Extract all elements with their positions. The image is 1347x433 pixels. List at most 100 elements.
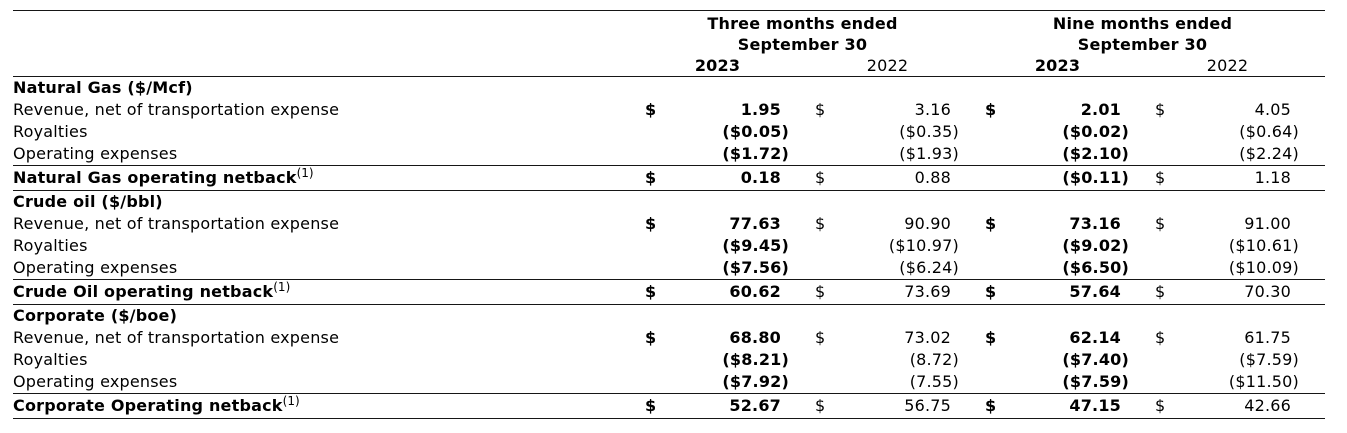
- value-9m-2022: ($10.09): [1228, 258, 1299, 277]
- currency-symbol: [645, 349, 667, 371]
- currency-symbol: [645, 121, 667, 143]
- value-9m-2023: 57.64: [1069, 282, 1121, 301]
- value-9m-2023: ($7.40): [1062, 350, 1129, 369]
- currency-symbol: $: [985, 328, 997, 347]
- currency-symbol: [815, 121, 837, 143]
- row-label: Operating expenses: [13, 144, 178, 163]
- value-9m-2023: 73.16: [1069, 214, 1121, 233]
- value-9m-2022: 4.05: [1254, 100, 1291, 119]
- value-3m-2022: 73.69: [904, 282, 951, 301]
- horizontal-rule: [13, 393, 1325, 394]
- currency-symbol: $: [815, 282, 826, 301]
- value-9m-2023: ($9.02): [1062, 236, 1129, 255]
- row-label: Revenue, net of transportation expense: [13, 100, 340, 119]
- currency-symbol: $: [1155, 396, 1166, 415]
- value-3m-2022: (7.55): [909, 372, 959, 391]
- value-9m-2022: 61.75: [1244, 328, 1291, 347]
- total-row-natural-gas-netback: Natural Gas operating netback(1) $ 0.18 …: [13, 166, 1325, 190]
- data-row-crude-oil-operating-expenses: Operating expenses ($7.56) ($6.24) ($6.5…: [13, 257, 1325, 279]
- data-row-crude-oil-revenue: Revenue, net of transportation expense $…: [13, 213, 1325, 235]
- currency-symbol: [985, 257, 1007, 279]
- year-header-row: 2023 2022 2023 2022: [13, 55, 1325, 76]
- currency-symbol: $: [645, 168, 657, 187]
- row-label: Royalties: [13, 122, 88, 141]
- value-9m-2022: 91.00: [1244, 214, 1291, 233]
- currency-symbol: $: [645, 100, 657, 119]
- total-label-text: Crude Oil operating netback: [13, 282, 274, 301]
- value-9m-2022: ($11.50): [1228, 372, 1299, 391]
- value-3m-2023: 77.63: [729, 214, 781, 233]
- value-9m-2023: ($0.02): [1062, 122, 1129, 141]
- currency-symbol: $: [815, 396, 826, 415]
- value-3m-2023: ($8.21): [722, 350, 789, 369]
- currency-symbol: $: [645, 282, 657, 301]
- currency-symbol: [645, 143, 667, 165]
- value-3m-2023: ($9.45): [722, 236, 789, 255]
- currency-symbol: [815, 257, 837, 279]
- horizontal-rule: [13, 10, 1325, 11]
- currency-symbol: [645, 371, 667, 393]
- section-label: Crude oil ($/bbl): [13, 192, 163, 211]
- row-label: Revenue, net of transportation expense: [13, 328, 340, 347]
- value-3m-2022: ($10.97): [888, 236, 959, 255]
- value-9m-2022: 1.18: [1254, 168, 1291, 187]
- value-3m-2022: 0.88: [914, 168, 951, 187]
- row-label: Natural Gas operating netback(1): [13, 166, 645, 190]
- currency-symbol: [1155, 371, 1177, 393]
- netback-table: Three months ended September 30 Nine mon…: [13, 10, 1325, 419]
- row-label: Crude Oil operating netback(1): [13, 280, 645, 304]
- year-header-3m-2023: 2023: [694, 56, 741, 75]
- currency-symbol: $: [815, 100, 826, 119]
- currency-symbol: [985, 235, 1007, 257]
- year-header-9m-2022: 2022: [1206, 56, 1249, 75]
- currency-symbol: [645, 257, 667, 279]
- currency-symbol: $: [815, 328, 826, 347]
- value-3m-2022: 90.90: [904, 214, 951, 233]
- period-header-line1: Nine months ended: [1052, 14, 1233, 33]
- currency-symbol: $: [1155, 100, 1166, 119]
- value-9m-2023: 47.15: [1069, 396, 1121, 415]
- footnote-marker: (1): [282, 394, 300, 408]
- footnote-marker: (1): [296, 166, 314, 180]
- period-header-nine-months: Nine months ended September 30: [985, 13, 1300, 55]
- currency-symbol: [815, 235, 837, 257]
- currency-symbol: $: [645, 214, 657, 233]
- horizontal-rule: [13, 418, 1325, 419]
- section-row-corporate: Corporate ($/boe): [13, 305, 1325, 327]
- horizontal-rule: [13, 165, 1325, 166]
- row-label: Operating expenses: [13, 372, 178, 391]
- row-label: Operating expenses: [13, 258, 178, 277]
- data-row-corporate-royalties: Royalties ($8.21) (8.72) ($7.40) ($7.59): [13, 349, 1325, 371]
- value-3m-2023: 0.18: [740, 168, 781, 187]
- data-row-corporate-operating-expenses: Operating expenses ($7.92) (7.55) ($7.59…: [13, 371, 1325, 393]
- footnote-marker: (1): [273, 280, 291, 294]
- currency-symbol: [1155, 257, 1177, 279]
- value-3m-2022: 73.02: [904, 328, 951, 347]
- value-9m-2022: 42.66: [1244, 396, 1291, 415]
- horizontal-rule: [13, 279, 1325, 280]
- currency-symbol: [985, 371, 1007, 393]
- currency-symbol: $: [985, 214, 997, 233]
- value-3m-2023: ($7.92): [722, 372, 789, 391]
- value-3m-2022: 3.16: [914, 100, 951, 119]
- value-9m-2023: 2.01: [1080, 100, 1121, 119]
- value-9m-2022: ($2.24): [1239, 144, 1299, 163]
- value-3m-2022: (8.72): [909, 350, 959, 369]
- total-label-text: Natural Gas operating netback: [13, 168, 297, 187]
- data-row-corporate-revenue: Revenue, net of transportation expense $…: [13, 327, 1325, 349]
- value-3m-2023: 68.80: [729, 328, 781, 347]
- total-label-text: Corporate Operating netback: [13, 396, 283, 415]
- currency-symbol: $: [1155, 282, 1166, 301]
- value-9m-2022: ($7.59): [1239, 350, 1299, 369]
- section-row-crude-oil: Crude oil ($/bbl): [13, 191, 1325, 213]
- currency-symbol: [1155, 121, 1177, 143]
- year-header-9m-2023: 2023: [1034, 56, 1081, 75]
- horizontal-rule: [13, 76, 1325, 77]
- total-row-crude-oil-netback: Crude Oil operating netback(1) $ 60.62 $…: [13, 280, 1325, 304]
- value-9m-2023: ($7.59): [1062, 372, 1129, 391]
- value-9m-2023: 62.14: [1069, 328, 1121, 347]
- currency-symbol: [815, 371, 837, 393]
- period-header-three-months: Three months ended September 30: [645, 13, 960, 55]
- data-row-natural-gas-revenue: Revenue, net of transportation expense $…: [13, 99, 1325, 121]
- currency-symbol: $: [985, 282, 997, 301]
